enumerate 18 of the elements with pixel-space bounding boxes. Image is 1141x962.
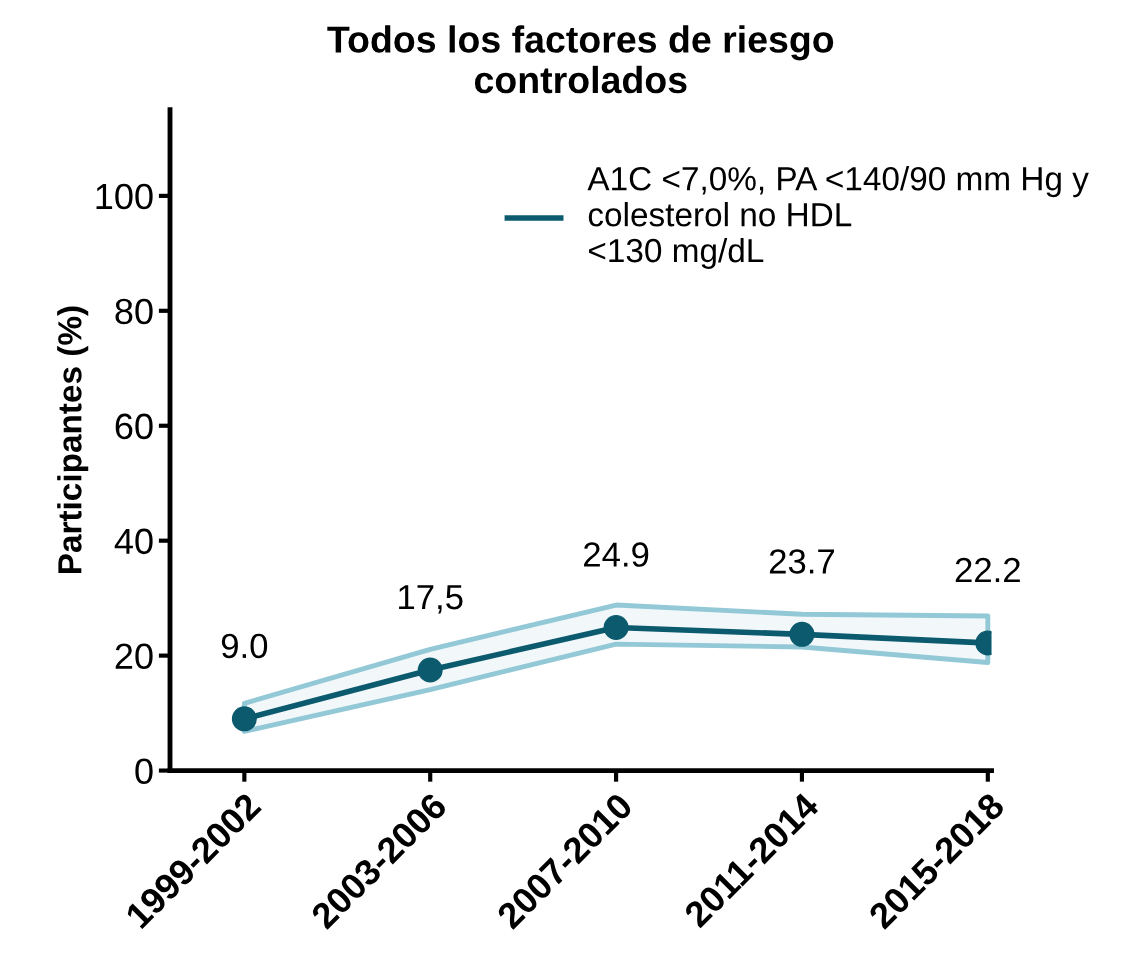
y-tick-label: 0 bbox=[135, 758, 153, 784]
point bbox=[231, 706, 257, 732]
legend-label: A1C <7,0%, PA <140/90 mm Hg y colesterol no HDL <130 mg/dL bbox=[587, 166, 1089, 269]
chart-title: Todos los factores de riesgo controlados bbox=[327, 25, 834, 94]
y-axis-title: Participantes (%) bbox=[57, 306, 89, 574]
data-label: 9.0 bbox=[221, 633, 268, 659]
y-tick-label: 80 bbox=[115, 298, 153, 325]
y-tick-label: 20 bbox=[115, 643, 153, 670]
point bbox=[603, 614, 629, 640]
data-label: 23.7 bbox=[769, 549, 834, 574]
y-tick-label: 40 bbox=[114, 528, 153, 555]
y-tick-label: 60 bbox=[115, 413, 153, 440]
point bbox=[417, 657, 443, 683]
point bbox=[789, 621, 815, 647]
y-tick-label: 100 bbox=[96, 183, 153, 210]
data-label: 17,5 bbox=[399, 585, 463, 614]
data-label: 24.9 bbox=[584, 542, 649, 567]
data-label: 22.2 bbox=[955, 557, 1020, 583]
